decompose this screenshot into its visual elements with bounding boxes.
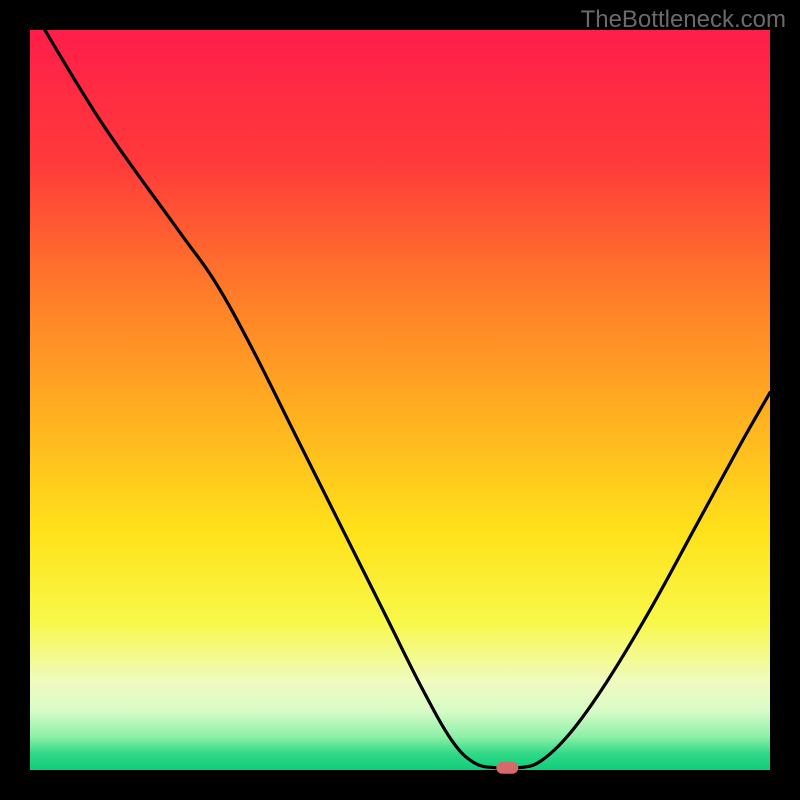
watermark-text: TheBottleneck.com [581,6,786,34]
plot-gradient-area [30,30,770,770]
chart-container: TheBottleneck.com [0,0,800,800]
bottleneck-chart [0,0,800,800]
min-marker [496,762,518,774]
